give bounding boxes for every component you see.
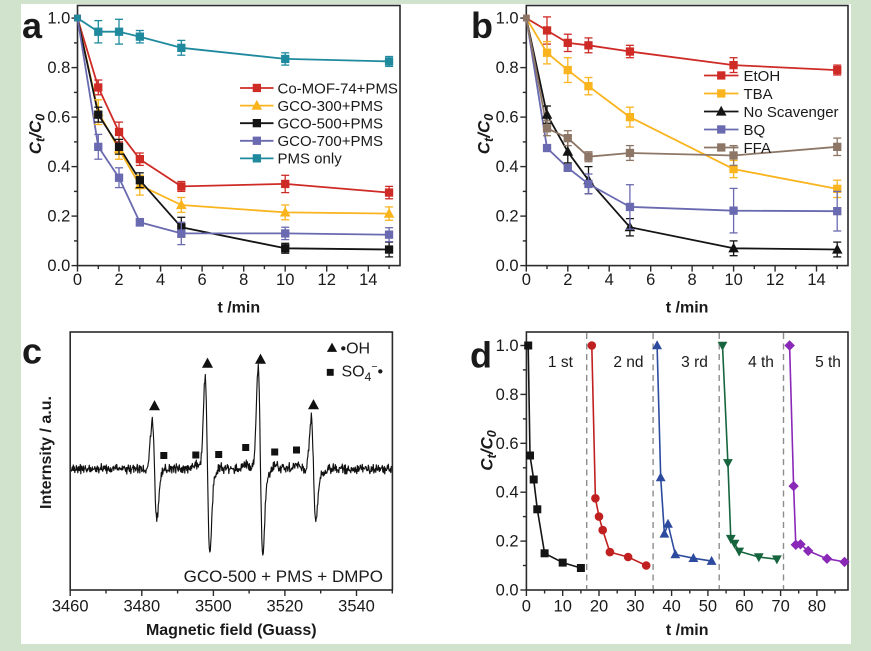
- svg-text:4 th: 4 th: [748, 354, 774, 371]
- svg-text:Co-MOF-74+PMS: Co-MOF-74+PMS: [278, 80, 398, 97]
- svg-text:0: 0: [522, 271, 531, 289]
- svg-text:5 th: 5 th: [815, 354, 841, 371]
- svg-text:8: 8: [239, 271, 248, 289]
- svg-text:0.4: 0.4: [47, 158, 70, 176]
- svg-text:t /min: t /min: [666, 622, 709, 639]
- svg-text:0.4: 0.4: [496, 158, 519, 176]
- svg-text:0.6: 0.6: [496, 435, 519, 453]
- svg-text:t /min: t /min: [217, 300, 260, 317]
- svg-text:0.6: 0.6: [496, 109, 519, 127]
- svg-text:2 nd: 2 nd: [613, 354, 643, 371]
- svg-text:40: 40: [662, 598, 680, 616]
- svg-text:70: 70: [771, 598, 789, 616]
- svg-text:10: 10: [724, 271, 742, 289]
- svg-text:1.0: 1.0: [496, 10, 519, 28]
- svg-text:20: 20: [590, 598, 608, 616]
- svg-text:1.0: 1.0: [47, 10, 70, 28]
- svg-text:a: a: [22, 5, 43, 46]
- svg-text:1.0: 1.0: [496, 337, 519, 355]
- svg-text:80: 80: [808, 598, 826, 616]
- svg-text:3460: 3460: [52, 598, 89, 616]
- svg-text:8: 8: [688, 271, 697, 289]
- svg-text:Ct/C0: Ct/C0: [26, 114, 48, 155]
- svg-text:0.2: 0.2: [496, 208, 519, 226]
- svg-text:Magnetic field (Guass): Magnetic field (Guass): [146, 622, 317, 639]
- svg-text:GCO-300+PMS: GCO-300+PMS: [278, 98, 383, 115]
- svg-text:6: 6: [198, 271, 207, 289]
- svg-text:GCO-500 + PMS + DMPO: GCO-500 + PMS + DMPO: [184, 567, 383, 586]
- svg-text:0: 0: [73, 271, 82, 289]
- svg-text:14: 14: [807, 271, 825, 289]
- svg-text:Internsity / a.u.: Internsity / a.u.: [38, 396, 55, 509]
- svg-text:Ct/C0: Ct/C0: [478, 430, 500, 471]
- svg-text:GCO-500+PMS: GCO-500+PMS: [278, 116, 383, 133]
- svg-text:12: 12: [318, 271, 336, 289]
- svg-text:0.6: 0.6: [47, 109, 70, 127]
- svg-text:0: 0: [522, 598, 531, 616]
- svg-text:3500: 3500: [195, 598, 232, 616]
- svg-text:EtOH: EtOH: [744, 68, 781, 85]
- svg-text:3520: 3520: [267, 598, 304, 616]
- svg-text:14: 14: [359, 271, 377, 289]
- svg-text:Ct/C0: Ct/C0: [475, 114, 497, 155]
- svg-text:50: 50: [699, 598, 717, 616]
- svg-text:b: b: [471, 5, 493, 46]
- svg-text:4: 4: [605, 271, 614, 289]
- svg-text:0.8: 0.8: [496, 59, 519, 77]
- svg-text:0.4: 0.4: [496, 484, 519, 502]
- svg-text:0.0: 0.0: [496, 582, 519, 600]
- svg-text:No Scavenger: No Scavenger: [744, 104, 839, 121]
- svg-text:12: 12: [766, 271, 784, 289]
- svg-text:1 st: 1 st: [548, 354, 574, 371]
- svg-text:BQ: BQ: [744, 122, 766, 139]
- svg-text:TBA: TBA: [744, 86, 773, 103]
- svg-text:6: 6: [646, 271, 655, 289]
- svg-text:FFA: FFA: [744, 140, 772, 157]
- svg-text:t /min: t /min: [666, 300, 709, 317]
- svg-text:0.0: 0.0: [47, 257, 70, 275]
- svg-text:2: 2: [563, 271, 572, 289]
- svg-text:10: 10: [554, 598, 572, 616]
- svg-text:60: 60: [735, 598, 753, 616]
- svg-text:4: 4: [156, 271, 165, 289]
- svg-text:10: 10: [276, 271, 294, 289]
- svg-text:c: c: [22, 331, 42, 372]
- svg-text:3 rd: 3 rd: [681, 354, 708, 371]
- svg-text:GCO-700+PMS: GCO-700+PMS: [278, 133, 383, 150]
- svg-text:0.8: 0.8: [496, 386, 519, 404]
- svg-text:3480: 3480: [123, 598, 160, 616]
- svg-text:2: 2: [114, 271, 123, 289]
- svg-text:0.0: 0.0: [496, 257, 519, 275]
- svg-text:d: d: [470, 335, 492, 376]
- svg-text:3540: 3540: [338, 598, 375, 616]
- svg-text:30: 30: [626, 598, 644, 616]
- svg-text:0.8: 0.8: [47, 59, 70, 77]
- svg-text:•OH: •OH: [341, 340, 371, 357]
- svg-text:0.2: 0.2: [496, 533, 519, 551]
- svg-text:0.2: 0.2: [47, 208, 70, 226]
- svg-text:PMS only: PMS only: [278, 151, 343, 168]
